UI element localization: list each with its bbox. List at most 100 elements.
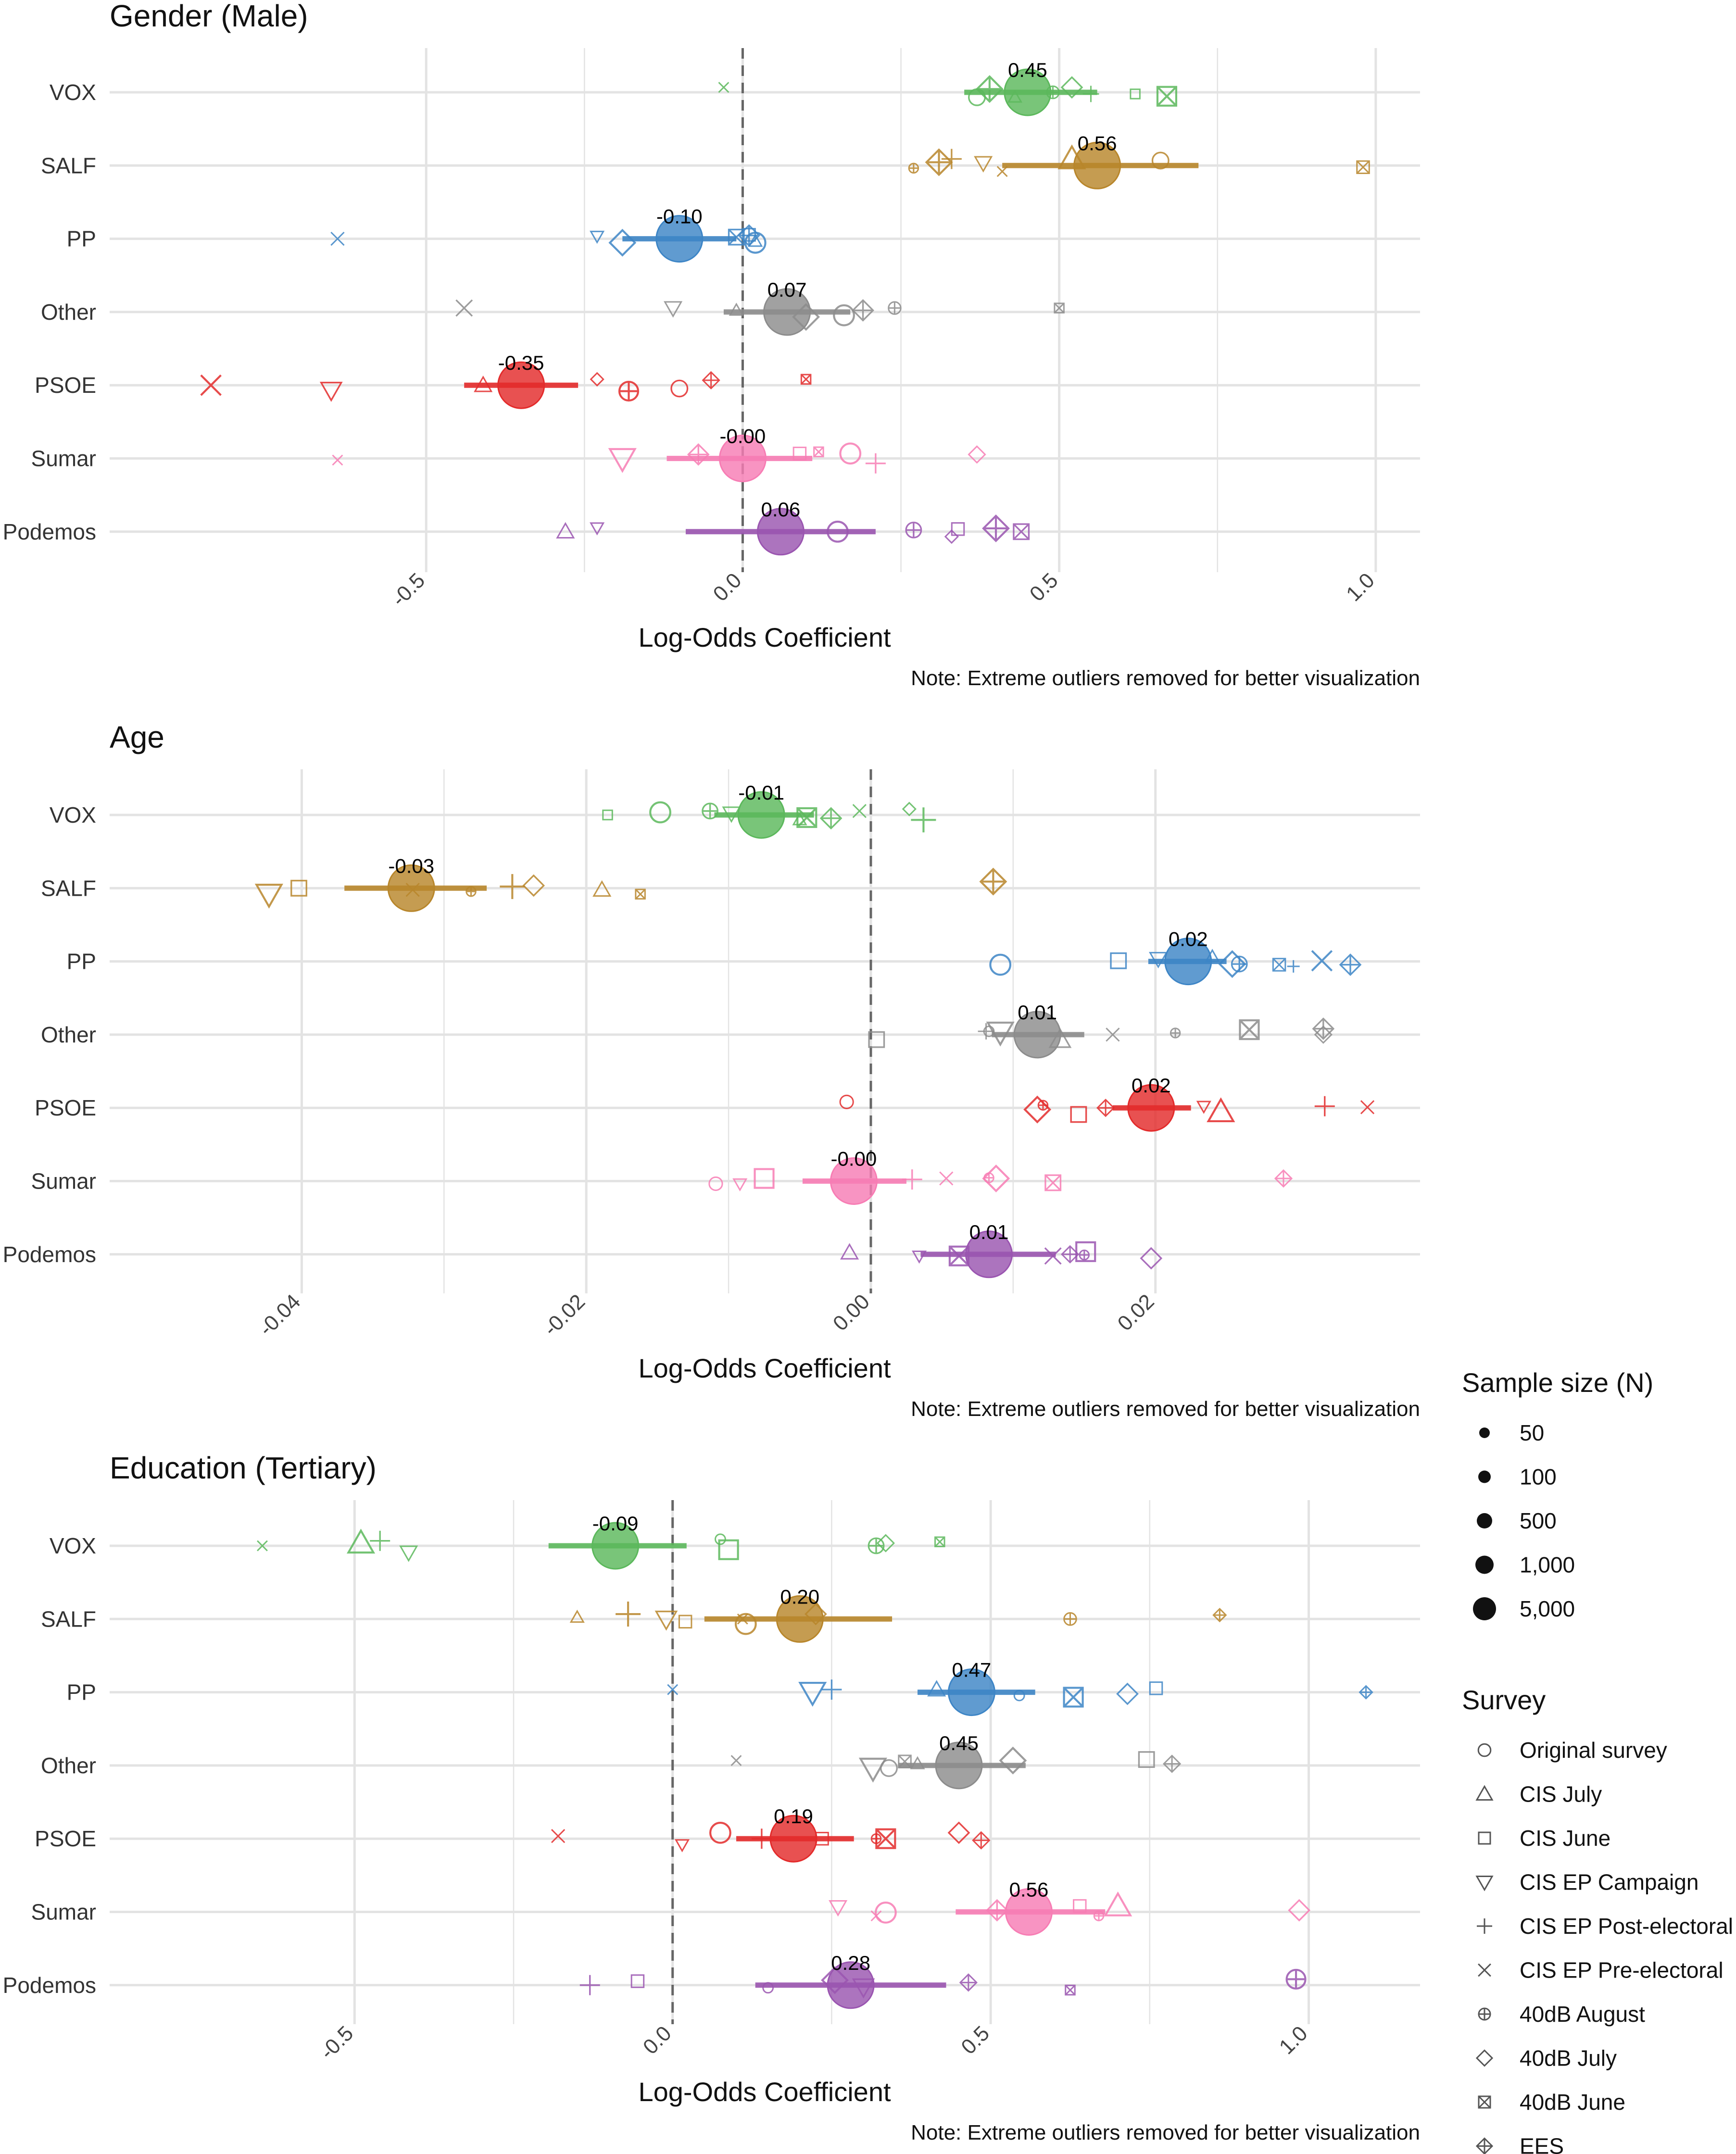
point-salf-cis-ep-post-electoral	[941, 149, 962, 169]
x-tick-label: 0.0	[639, 2021, 676, 2059]
point-pp-original-survey	[989, 953, 1012, 976]
y-tick-label-podemos: Podemos	[3, 1242, 96, 1267]
point-vox-cis-ep-pre-electoral	[852, 804, 867, 818]
point-pp-40db-july	[1116, 1682, 1139, 1705]
point-vox-original-survey	[715, 1533, 726, 1545]
x-tick-label: 1.0	[1275, 2021, 1312, 2059]
y-tick-label-pp: PP	[67, 1680, 96, 1705]
x-tick-label: 0.02	[1113, 1290, 1159, 1335]
estimate-psoe: 0.02	[1112, 1074, 1191, 1132]
point-psoe-ees	[972, 1831, 991, 1850]
pooled-estimate	[935, 1741, 983, 1790]
point-other-cis-ep-post-electoral	[978, 1023, 994, 1040]
pooled-estimate	[497, 361, 545, 409]
point-other-cis-ep-pre-electoral	[455, 299, 473, 317]
pooled-estimate	[763, 288, 811, 336]
gridlines	[110, 1500, 1420, 2024]
legend-symbol-40db-july	[1475, 2049, 1494, 2067]
size-legend-dot	[1477, 1513, 1492, 1528]
estimate-salf: -0.03	[344, 854, 487, 912]
point-podemos-40db-june	[1065, 1984, 1076, 1996]
point-pp-cis-ep-campaign	[798, 1682, 827, 1707]
estimate-label: 0.45	[939, 1732, 979, 1754]
survey-legend-label: 40dB August	[1520, 2002, 1645, 2027]
point-salf-original-survey	[1151, 151, 1170, 170]
x-tick-label: 0.00	[829, 1290, 874, 1335]
survey-legend-label: CIS July	[1520, 1782, 1602, 1807]
estimate-pp: -0.10	[622, 205, 737, 263]
point-psoe-40db-july	[1023, 1095, 1052, 1124]
point-other-ees	[852, 299, 874, 322]
point-pp-cis-ep-campaign	[590, 230, 605, 244]
point-psoe-cis-ep-pre-electoral	[1360, 1100, 1375, 1115]
estimate-other: 0.01	[992, 1001, 1084, 1059]
point-salf-ees	[979, 867, 1007, 896]
size-legend-title: Sample size (N)	[1462, 1367, 1653, 1398]
pooled-estimate	[1073, 141, 1121, 189]
estimate-other: 0.45	[898, 1732, 1026, 1790]
pooled-estimate	[1005, 1888, 1053, 1936]
pooled-estimate	[655, 215, 704, 263]
point-other-ees	[1162, 1754, 1182, 1773]
estimate-label: -0.00	[720, 425, 766, 448]
point-pp-40db-june	[1063, 1687, 1084, 1708]
point-salf-cis-july	[569, 1609, 585, 1623]
point-pp-ees	[738, 224, 760, 247]
point-salf-40db-july	[522, 874, 545, 897]
estimate-podemos: 0.01	[920, 1221, 1056, 1278]
point-vox-ees	[975, 75, 1004, 103]
point-podemos-40db-august	[1285, 1968, 1307, 1990]
point-psoe-cis-june	[1070, 1106, 1087, 1123]
x-tick-label: 1.0	[1342, 568, 1379, 606]
estimate-label: -0.01	[738, 781, 784, 804]
point-pp-cis-july	[748, 234, 763, 247]
point-sumar-cis-ep-pre-electoral	[939, 1171, 954, 1186]
estimate-label: -0.10	[656, 205, 703, 228]
point-salf-40db-june	[635, 889, 646, 900]
point-vox-cis-june	[602, 809, 613, 821]
point-salf-cis-july	[592, 880, 612, 897]
estimate-label: -0.03	[388, 854, 434, 877]
legend: Sample size (N) 50 100 500 1,000 5,000 Survey O…	[1462, 1367, 1733, 2154]
point-pp-cis-ep-post-electoral	[821, 1679, 842, 1700]
y-tick-label-salf: SALF	[41, 153, 96, 178]
y-tick-label-sumar: Sumar	[31, 1169, 96, 1194]
point-vox-cis-june	[1130, 88, 1141, 100]
estimate-label: 0.02	[1169, 928, 1208, 951]
estimate-podemos: 0.06	[685, 498, 876, 556]
point-salf-ees	[1212, 1607, 1227, 1623]
y-tick-label-sumar: Sumar	[31, 446, 96, 471]
point-vox-original-survey	[968, 88, 986, 106]
point-pp-40db-august	[1231, 955, 1248, 973]
point-podemos-ees	[959, 1973, 978, 1992]
estimate-psoe: 0.19	[736, 1805, 854, 1863]
point-salf-cis-ep-campaign	[654, 1610, 678, 1631]
point-psoe-cis-ep-campaign	[1196, 1101, 1211, 1114]
point-psoe-40db-august	[618, 380, 640, 402]
size-legend-dot	[1478, 1470, 1491, 1483]
point-podemos-cis-ep-campaign	[590, 522, 605, 536]
point-psoe-40db-july	[947, 1821, 970, 1844]
pooled-estimate	[756, 508, 805, 556]
point-salf-cis-june	[678, 1615, 692, 1629]
pooled-estimate	[737, 791, 785, 839]
point-sumar-original-survey	[874, 1901, 897, 1924]
point-vox-cis-june	[718, 1539, 739, 1560]
point-sumar-cis-ep-campaign	[829, 1900, 848, 1917]
point-sumar-cis-june	[754, 1168, 775, 1189]
estimate-label: 0.20	[780, 1585, 819, 1608]
point-psoe-cis-ep-post-electoral	[1314, 1096, 1335, 1116]
estimate-sumar: 0.56	[956, 1878, 1106, 1936]
point-psoe-original-survey	[709, 1821, 731, 1844]
point-other-40db-july	[1314, 1025, 1333, 1044]
y-tick-label-vox: VOX	[50, 802, 96, 827]
size-legend-dot	[1475, 1555, 1494, 1574]
point-podemos-cis-june	[1075, 1241, 1096, 1262]
estimate-label: -0.09	[592, 1512, 639, 1535]
y-tick-label-sumar: Sumar	[31, 1900, 96, 1925]
legend-symbol-cis-ep-campaign	[1475, 1876, 1494, 1891]
pooled-estimate	[947, 1668, 995, 1716]
legend-symbol-cis-june	[1478, 1831, 1491, 1845]
y-tick-label-pp: PP	[67, 226, 96, 251]
